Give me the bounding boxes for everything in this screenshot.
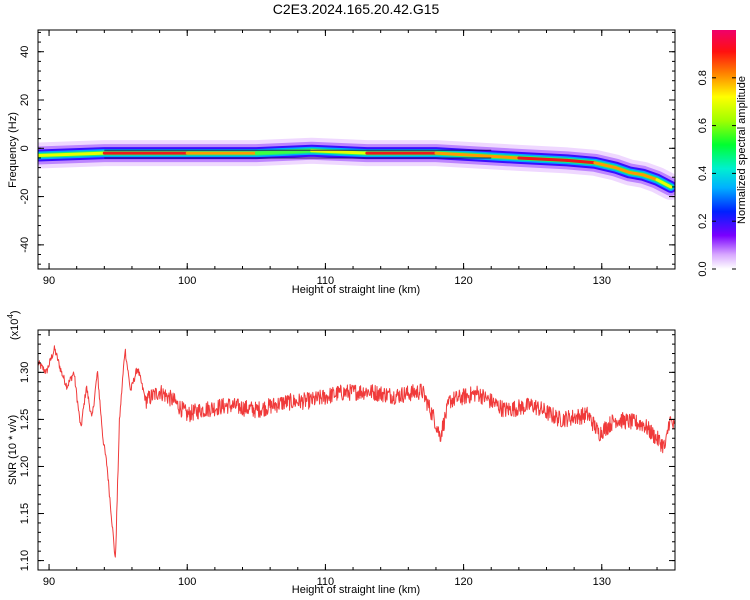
- spectrogram-x-tick-label: 110: [317, 275, 335, 287]
- ridge-core-segment: [434, 151, 479, 158]
- snr-y-tick-label: 1.15: [19, 503, 31, 524]
- spectrogram-x-tick-label: 100: [178, 275, 196, 287]
- snr-x-tick-label: 90: [43, 576, 55, 588]
- spectrogram-y-ticks: -40 -20 0 20 40: [19, 31, 675, 265]
- snr-x-tick-label: 130: [593, 576, 611, 588]
- colorbar-ticks: 0.0 0.2 0.4 0.6 0.8: [697, 70, 736, 277]
- chart-title: C2E3.2024.165.20.42.G15: [273, 1, 440, 17]
- snr-frame: [37, 329, 676, 571]
- colorbar-tick-label: 0.4: [697, 166, 709, 181]
- snr-y-tick-label: 1.10: [19, 550, 31, 571]
- ridge-core-segment: [565, 158, 597, 165]
- spectrogram-y-tick-label: 20: [19, 94, 31, 106]
- snr-y-tick-label: 1.25: [19, 409, 31, 430]
- snr-y-label: SNR (10 * v/v): [7, 415, 19, 485]
- ridge-core-segment: [310, 149, 369, 155]
- spectrogram-x-tick-label: 90: [43, 275, 55, 287]
- spectrogram-y-label: Frequency (Hz): [7, 112, 19, 188]
- spectrogram-x-tick-label: 120: [454, 275, 472, 287]
- spectrogram-x-ticks: 90 100 110 120 130: [43, 30, 658, 287]
- colorbar-label: Normalized spectral amplitude: [736, 76, 748, 224]
- spectrogram-y-tick-label: 40: [19, 46, 31, 58]
- spectrogram-y-tick-label: 0: [19, 145, 31, 151]
- ridge-core-segment: [641, 173, 659, 182]
- ridge-core-segment: [627, 170, 645, 177]
- snr-series-line: [38, 345, 675, 558]
- colorbar-tick-label: 0.6: [697, 118, 709, 133]
- spectrogram-ridge: [38, 137, 675, 200]
- colorbar-tick-label: 0.8: [697, 70, 709, 85]
- ridge-core-segment: [517, 156, 569, 162]
- ridge-core-segment: [38, 151, 106, 158]
- spectrogram-x-label: Height of straight line (km): [292, 284, 420, 296]
- ridge-core-segment: [593, 161, 618, 170]
- spectrogram-y-tick-label: -20: [19, 189, 31, 205]
- svg-text:(x104): (x104): [6, 310, 21, 340]
- snr-x-ticks: 90 100 110 120 130: [43, 330, 658, 588]
- ridge-core-segment: [655, 178, 673, 189]
- spectrogram-x-tick-label: 130: [593, 275, 611, 287]
- colorbar: [712, 30, 736, 269]
- ridge-core-segment: [254, 149, 314, 155]
- snr-y-multiplier: (x104): [6, 310, 21, 340]
- snr-multiplier-exponent: 4: [6, 314, 15, 319]
- snr-y-tick-label: 1.20: [19, 456, 31, 477]
- snr-y-ticks: 1.10 1.15 1.20 1.25 1.30: [19, 334, 675, 571]
- snr-x-tick-label: 110: [317, 576, 335, 588]
- snr-x-label: Height of straight line (km): [292, 584, 420, 596]
- snr-y-tick-label: 1.30: [19, 362, 31, 383]
- spectrogram-frame: [37, 29, 676, 270]
- snr-multiplier-base: (x10: [9, 319, 21, 340]
- snr-x-tick-label: 100: [178, 576, 196, 588]
- colorbar-tick-label: 0.0: [697, 261, 709, 276]
- spectrogram-y-tick-label: -40: [19, 237, 31, 253]
- colorbar-tick-label: 0.2: [697, 214, 709, 229]
- ridge-core-segment: [475, 154, 521, 160]
- snr-x-tick-label: 120: [454, 576, 472, 588]
- ridge-core-segment: [614, 166, 631, 174]
